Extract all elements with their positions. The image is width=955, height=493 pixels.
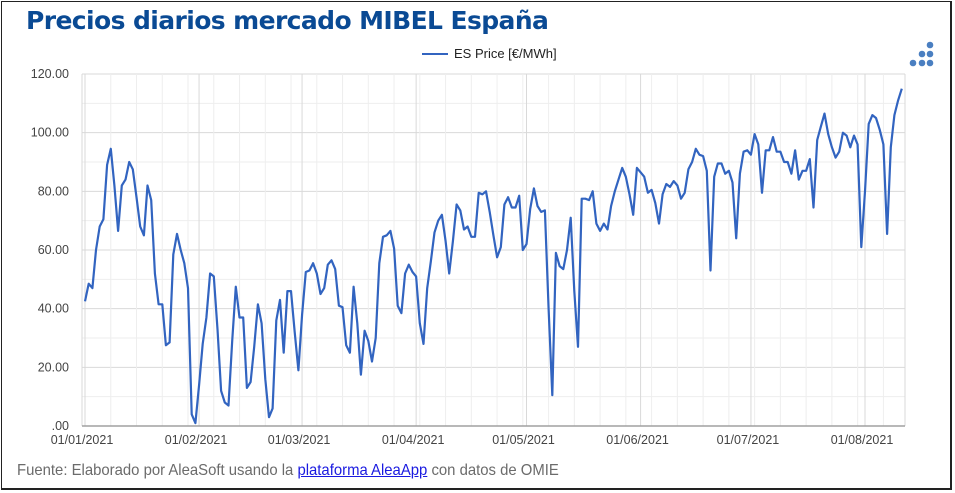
source-suffix: con datos de OMIE (427, 462, 559, 479)
dots-logo-icon (909, 41, 934, 67)
x-tick-label: 01/01/2021 (51, 433, 114, 447)
logo-dot (926, 50, 934, 58)
x-axis-ticks: 01/01/2021 01/02/2021 01/03/2021 01/04/2021… (51, 433, 894, 447)
x-tick-label: 01/03/2021 (268, 433, 331, 447)
y-tick-label: 20.00 (38, 360, 69, 374)
x-tick-label: 01/06/2021 (606, 433, 669, 447)
y-tick-label: 40.00 (38, 302, 69, 316)
logo-dot (918, 50, 926, 58)
chart-title: Precios diarios mercado MIBEL España (26, 6, 549, 35)
y-tick-label: 60.00 (38, 243, 69, 257)
logo-dot (909, 59, 917, 67)
legend-swatch (422, 52, 448, 55)
y-axis-ticks: .00 20.00 40.00 60.00 80.00 100.00 120.00 (31, 67, 69, 433)
y-tick-label: 100.00 (31, 126, 69, 140)
x-tick-label: 01/07/2021 (717, 433, 780, 447)
logo-dot (926, 59, 934, 67)
x-tick-label: 01/04/2021 (382, 433, 445, 447)
logo-dot (926, 41, 934, 49)
x-tick-label: 01/05/2021 (492, 433, 555, 447)
legend[interactable]: ES Price [€/MWh] (422, 46, 557, 61)
line-chart: .00 20.00 40.00 60.00 80.00 100.00 120.00 01/0… (31, 67, 906, 447)
source-prefix: Fuente: Elaborado por AleaSoft usando la (17, 462, 298, 479)
y-tick-label: 80.00 (38, 184, 69, 198)
logo-dot (918, 59, 926, 67)
grid (81, 73, 906, 427)
x-tick-label: 01/08/2021 (831, 433, 894, 447)
legend-label: ES Price [€/MWh] (454, 46, 557, 61)
series-line-es-price (83, 88, 903, 425)
y-tick-label: .00 (52, 419, 69, 433)
y-tick-label: 120.00 (31, 67, 69, 81)
source-note: Fuente: Elaborado por AleaSoft usando la… (17, 462, 559, 480)
aleaapp-link[interactable]: plataforma AleaApp (297, 462, 428, 479)
x-tick-label: 01/02/2021 (165, 433, 228, 447)
